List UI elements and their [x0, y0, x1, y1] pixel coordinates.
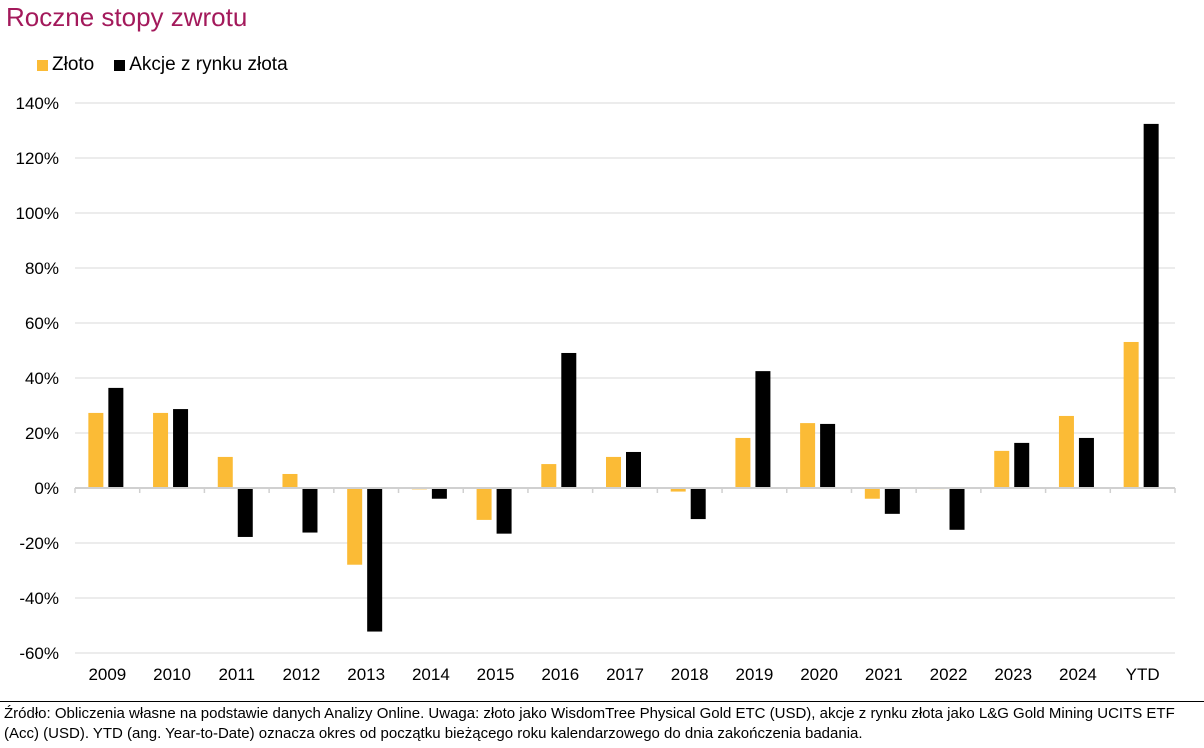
bar-gold: [282, 473, 298, 488]
x-tick-label: 2024: [1059, 665, 1097, 684]
legend-label-miners: Akcje z rynku złota: [129, 54, 288, 75]
bar-gold: [864, 488, 880, 499]
x-tick-label: 2015: [477, 665, 515, 684]
y-tick-label: 40%: [25, 369, 59, 388]
y-tick-label: 20%: [25, 424, 59, 443]
bar-gold-miners: [496, 488, 512, 534]
bar-gold: [476, 488, 492, 520]
x-tick-label: 2022: [930, 665, 968, 684]
bar-gold-miners: [949, 488, 965, 530]
bar-gold-miners: [1014, 442, 1030, 488]
bar-gold-miners: [173, 409, 189, 488]
bar-gold-miners: [431, 488, 447, 499]
legend-item-miners: Akcje z rynku złota: [114, 54, 288, 76]
y-tick-label: -60%: [19, 644, 59, 663]
bar-gold: [1058, 415, 1074, 488]
bar-gold-miners: [690, 488, 706, 520]
bar-gold-miners: [367, 488, 383, 632]
y-tick-label: 80%: [25, 259, 59, 278]
x-tick-label: 2009: [88, 665, 126, 684]
bar-gold: [1123, 341, 1139, 488]
y-tick-label: 60%: [25, 314, 59, 333]
legend-swatch-miners: [114, 59, 126, 71]
bar-gold-miners: [1143, 123, 1159, 489]
x-tick-label: 2020: [800, 665, 838, 684]
x-tick-label: 2013: [347, 665, 385, 684]
y-tick-label: 140%: [16, 94, 59, 113]
bar-gold: [88, 412, 104, 488]
legend: Złoto Akcje z rynku złota: [37, 54, 308, 76]
x-tick-label: 2018: [671, 665, 709, 684]
x-tick-label: 2011: [218, 665, 255, 684]
footer-divider: [0, 701, 1204, 702]
bar-gold: [670, 488, 686, 492]
y-tick-label: 120%: [16, 149, 59, 168]
bar-chart: 140% 120% 100% 80% 60% 40% 20% 0% -20% -40% -60% 20…: [16, 94, 1176, 684]
bar-gold-miners: [884, 488, 900, 514]
chart-title: Roczne stopy zwrotu: [6, 2, 248, 32]
y-tick-label: -40%: [19, 589, 59, 608]
bar-gold-miners: [237, 488, 253, 537]
bar-gold: [347, 488, 363, 565]
x-tick-label: 2017: [606, 665, 644, 684]
x-tick-label: 2019: [735, 665, 773, 684]
legend-swatch-gold: [37, 59, 48, 71]
bar-gold: [994, 450, 1010, 488]
bar-gold-miners: [302, 488, 318, 533]
x-tick-label: 2021: [865, 665, 903, 684]
x-tick-label: 2016: [541, 665, 579, 684]
bar-gold: [153, 412, 169, 488]
y-tick-label: 100%: [16, 204, 59, 223]
x-tick-label: 2014: [412, 665, 450, 684]
x-tick-label: 2010: [153, 665, 191, 684]
source-note: Źródło: Obliczenia własne na podstawie d…: [4, 705, 1175, 742]
bar-gold-miners: [1078, 437, 1094, 488]
bar-gold: [541, 464, 557, 488]
bar-gold-miners: [755, 371, 771, 488]
bar-gold: [606, 456, 621, 488]
bar-gold: [217, 456, 233, 488]
x-tick-label: 2012: [283, 665, 321, 684]
bar-gold: [800, 423, 816, 488]
bar-gold-miners: [108, 387, 124, 488]
legend-item-gold: Złoto: [37, 54, 94, 76]
bar-gold-miners: [820, 423, 836, 488]
bar-gold-miners: [626, 451, 641, 488]
bar-gold-miners: [561, 352, 577, 488]
y-tick-label: 0%: [34, 479, 59, 498]
bar-gold: [735, 437, 751, 488]
legend-label-gold: Złoto: [52, 54, 95, 75]
x-tick-label: YTD: [1126, 665, 1160, 684]
y-tick-label: -20%: [19, 534, 59, 553]
x-tick-label: 2023: [994, 665, 1032, 684]
